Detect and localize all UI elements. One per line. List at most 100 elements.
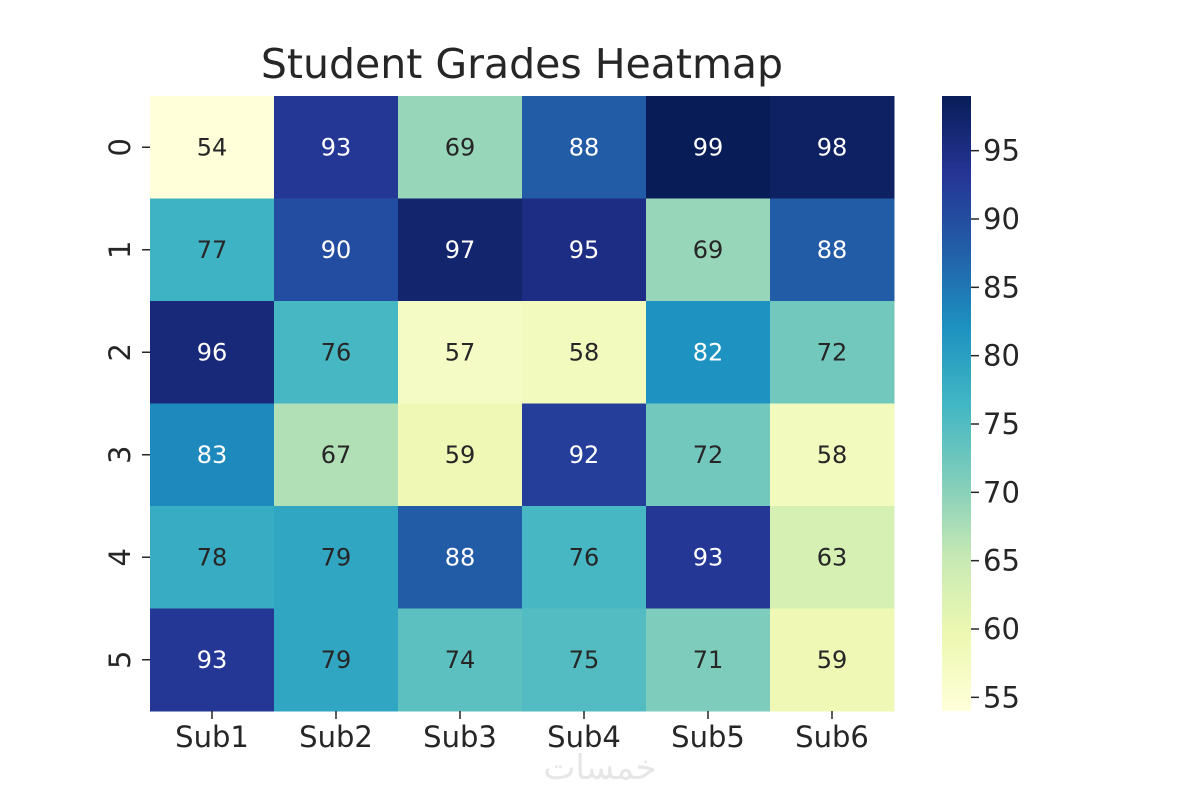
- cell-value-label: 63: [817, 543, 848, 571]
- cell-value-label: 77: [197, 236, 228, 264]
- colorbar-tick-label: 75: [983, 407, 1020, 441]
- cell-value-label: 57: [445, 338, 476, 366]
- colorbar-tick-label: 95: [983, 134, 1020, 168]
- cell-value-label: 72: [693, 441, 724, 469]
- heatmap-cell: [646, 301, 771, 404]
- cell-value-label: 93: [197, 646, 228, 674]
- heatmap-cell: [646, 506, 771, 609]
- cell-value-label: 83: [197, 441, 228, 469]
- cell-value-label: 90: [321, 236, 352, 264]
- x-axis: Sub1 Sub2 Sub3 Sub4 Sub5 Sub6: [175, 711, 869, 754]
- cell-value-label: 67: [321, 441, 352, 469]
- colorbar-tick-label: 60: [983, 612, 1020, 646]
- cell-value-label: 97: [445, 236, 476, 264]
- colorbar-tick-label: 80: [983, 339, 1020, 373]
- heatmap-cell: [646, 198, 771, 302]
- x-tick-label: Sub5: [671, 720, 745, 754]
- cell-value-label: 75: [569, 646, 600, 674]
- heatmap-cell: [274, 96, 399, 199]
- heatmap-cell: [646, 608, 771, 712]
- cell-value-label: 58: [817, 441, 848, 469]
- heatmap-cell: [150, 506, 275, 609]
- heatmap-cell: [398, 96, 523, 199]
- heatmap-cells: 54 93 69 88 99 98 77 90 97 95 69 88 96 76 57 58 82 72 83 67…: [150, 96, 895, 712]
- cell-value-label: 95: [569, 236, 600, 264]
- y-tick-label: 4: [103, 548, 137, 566]
- heatmap-cell: [522, 403, 647, 507]
- colorbar-tick-label: 65: [983, 544, 1020, 578]
- colorbar-tick-label: 90: [983, 202, 1020, 236]
- x-tick-label: Sub1: [175, 720, 249, 754]
- heatmap-cell: [398, 506, 523, 609]
- x-tick-label: Sub3: [423, 720, 497, 754]
- cell-value-label: 93: [321, 133, 352, 161]
- heatmap-cell: [770, 506, 895, 609]
- heatmap-cell: [398, 608, 523, 712]
- chart-title: Student Grades Heatmap: [261, 40, 783, 88]
- heatmap-cell: [274, 608, 399, 712]
- cell-value-label: 92: [569, 441, 600, 469]
- heatmap-cell: [150, 608, 275, 712]
- colorbar: [942, 96, 971, 711]
- cell-value-label: 59: [445, 441, 476, 469]
- heatmap-cell: [522, 301, 647, 404]
- colorbar-tick-label: 55: [983, 680, 1020, 714]
- x-tick-label: Sub2: [299, 720, 373, 754]
- heatmap-cell: [274, 301, 399, 404]
- cell-value-label: 79: [321, 543, 352, 571]
- heatmap-cell: [770, 403, 895, 507]
- cell-value-label: 69: [693, 236, 724, 264]
- heatmap-cell: [522, 506, 647, 609]
- heatmap-cell: [398, 403, 523, 507]
- y-tick-label: 2: [103, 343, 137, 361]
- cell-value-label: 93: [693, 543, 724, 571]
- heatmap-cell: [646, 403, 771, 507]
- y-tick-label: 3: [103, 446, 137, 464]
- watermark: خمسات: [543, 748, 657, 788]
- cell-value-label: 82: [693, 338, 724, 366]
- cell-value-label: 69: [445, 133, 476, 161]
- heatmap-cell: [770, 301, 895, 404]
- heatmap-cell: [398, 198, 523, 302]
- heatmap-cell: [522, 198, 647, 302]
- heatmap-cell: [522, 96, 647, 199]
- heatmap-cell: [770, 198, 895, 302]
- colorbar-axis: 55 60 65 70 75 80 85 90 95: [971, 134, 1020, 714]
- heatmap-cell: [770, 608, 895, 712]
- y-tick-label: 0: [103, 138, 137, 156]
- cell-value-label: 76: [569, 543, 600, 571]
- cell-value-label: 74: [445, 646, 476, 674]
- heatmap-cell: [770, 96, 895, 199]
- heatmap-cell: [150, 403, 275, 507]
- heatmap-cell: [646, 96, 771, 199]
- cell-value-label: 71: [693, 646, 724, 674]
- heatmap-cell: [274, 506, 399, 609]
- heatmap-cell: [150, 198, 275, 302]
- cell-value-label: 76: [321, 338, 352, 366]
- y-tick-label: 5: [103, 651, 137, 669]
- cell-value-label: 78: [197, 543, 228, 571]
- cell-value-label: 88: [569, 133, 600, 161]
- cell-value-label: 79: [321, 646, 352, 674]
- x-tick-label: Sub6: [795, 720, 869, 754]
- heatmap-cell: [274, 403, 399, 507]
- heatmap-cell: [522, 608, 647, 712]
- heatmap-cell: [150, 301, 275, 404]
- cell-value-label: 88: [445, 543, 476, 571]
- cell-value-label: 72: [817, 338, 848, 366]
- y-axis: 0 1 2 3 4 5: [103, 138, 150, 669]
- cell-value-label: 88: [817, 236, 848, 264]
- cell-value-label: 59: [817, 646, 848, 674]
- colorbar-tick-label: 85: [983, 270, 1020, 304]
- heatmap-cell: [150, 96, 275, 199]
- heatmap-cell: [274, 198, 399, 302]
- cell-value-label: 98: [817, 133, 848, 161]
- cell-value-label: 96: [197, 338, 228, 366]
- y-tick-label: 1: [103, 241, 137, 259]
- cell-value-label: 99: [693, 133, 724, 161]
- cell-value-label: 58: [569, 338, 600, 366]
- heatmap-cell: [398, 301, 523, 404]
- colorbar-tick-label: 70: [983, 475, 1020, 509]
- cell-value-label: 54: [197, 133, 228, 161]
